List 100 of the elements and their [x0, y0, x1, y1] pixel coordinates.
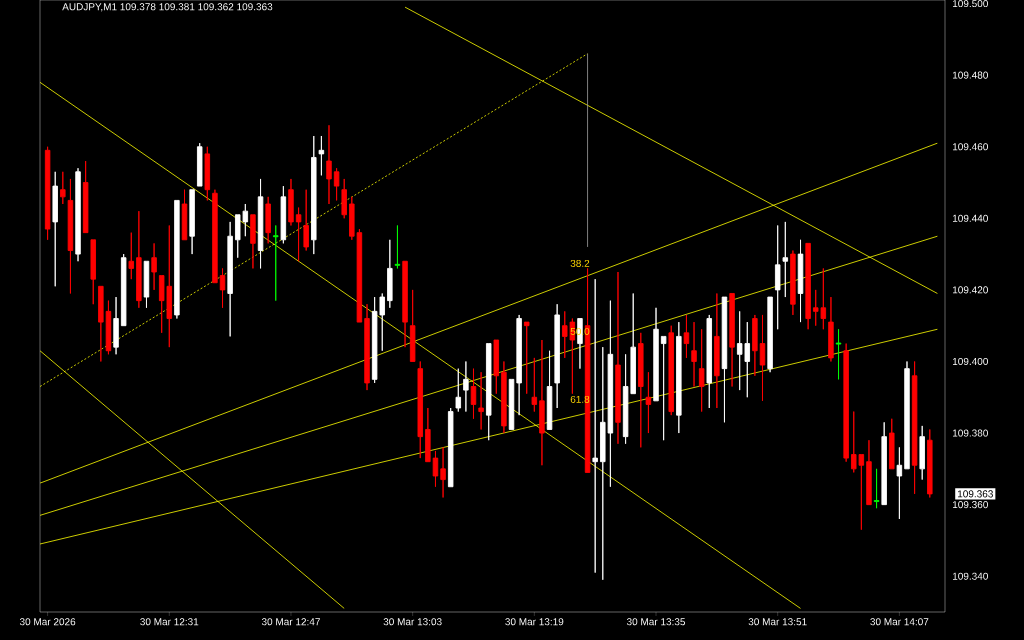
candlestick: [797, 239, 804, 323]
candlestick: [683, 314, 690, 359]
candlestick: [782, 221, 789, 298]
candlestick: [52, 171, 58, 287]
candlestick: [136, 210, 142, 309]
candlestick: [881, 421, 887, 506]
candlestick: [645, 371, 652, 434]
candlestick: [364, 303, 370, 391]
candlestick: [196, 142, 203, 187]
candlestick: [676, 321, 682, 434]
candlestick: [501, 361, 507, 434]
candlestick: [288, 178, 294, 226]
y-tick-label: 109.460: [952, 143, 988, 151]
candlestick: [257, 178, 264, 269]
candlestick: [759, 314, 766, 402]
candlestick: [828, 296, 834, 362]
candlestick: [767, 296, 773, 373]
candlestick: [333, 167, 340, 201]
candlestick: [470, 368, 477, 420]
candlestick: [318, 135, 325, 176]
y-tick-label: 109.360: [952, 501, 988, 509]
chart-title: AUDJPY,M1 109.378 109.381 109.362 109.363: [62, 3, 273, 12]
candlestick: [387, 239, 393, 309]
candlestick: [843, 343, 849, 463]
candlestick: [539, 339, 545, 466]
candlestick: [311, 135, 317, 255]
candlestick: [721, 296, 728, 423]
candlestick: [706, 314, 712, 409]
candlestick: [280, 185, 287, 244]
candlestick: [113, 296, 119, 355]
x-tick-label: 30 Mar 14:07: [870, 618, 929, 626]
y-tick-label: 109.480: [952, 71, 988, 79]
candlestick: [273, 225, 279, 302]
candlestick: [508, 378, 515, 430]
y-tick-label: 109.420: [952, 286, 988, 294]
x-tick-label: 30 Mar 13:35: [626, 618, 686, 626]
candlestick: [698, 328, 705, 413]
candlestick: [463, 361, 469, 413]
candlestick: [455, 368, 462, 413]
candlestick: [174, 199, 180, 319]
candlestick: [790, 250, 796, 316]
candlestick: [440, 446, 446, 498]
candlestick: [265, 196, 271, 244]
candlestick: [889, 418, 895, 470]
x-tick-label: 30 Mar 13:19: [505, 618, 564, 626]
candlestick: [75, 167, 81, 262]
candlestick: [835, 328, 842, 380]
candlestick: [432, 450, 439, 488]
candlestick: [896, 446, 903, 520]
candlestick: [554, 303, 560, 409]
candlestick: [592, 278, 598, 574]
x-tick-label: 30 Mar 12:47: [261, 618, 320, 626]
candlestick: [219, 267, 226, 309]
candlestick: [653, 307, 659, 402]
y-tick-label: 109.500: [952, 0, 988, 8]
candlestick: [227, 221, 233, 337]
candlestick: [417, 361, 423, 459]
candlestick: [394, 225, 401, 269]
candlestick: [714, 293, 720, 409]
candlestick: [691, 321, 697, 387]
candlestick: [204, 146, 211, 201]
candlestick: [615, 271, 621, 445]
candlestick: [866, 439, 872, 506]
candlestick: [295, 207, 302, 262]
candlestick: [90, 239, 96, 305]
candlestick: [143, 260, 150, 309]
candlestick: [638, 332, 644, 448]
text: 109.363: [957, 490, 993, 498]
candlestick: [911, 361, 918, 495]
candlestick: [181, 189, 188, 241]
candlestick: [402, 260, 408, 348]
x-tick-label: 30 Mar 13:03: [383, 618, 442, 626]
candlestick: [212, 189, 218, 284]
candlestick: [60, 171, 66, 205]
candlestick: [67, 178, 74, 294]
candlestick: [409, 289, 416, 362]
candlestick: [873, 468, 880, 509]
y-tick-label: 109.380: [952, 429, 988, 437]
candlestick: [98, 285, 104, 362]
candlestick: [44, 146, 51, 241]
annotation: 38.2: [570, 259, 590, 267]
candlestick: [531, 357, 538, 413]
candlestick: [120, 253, 127, 327]
candlestick: [752, 314, 758, 377]
candlestick: [447, 407, 454, 488]
candlestick: [774, 225, 781, 330]
candlestick: [82, 160, 89, 234]
x-tick-label: 30 Mar 12:31: [140, 618, 199, 626]
candlestick: [805, 242, 811, 330]
candlestick: [425, 407, 431, 463]
candlestick: [524, 321, 530, 395]
candlestick: [478, 371, 484, 430]
candlestick: [919, 425, 925, 481]
candlestick: [250, 214, 256, 269]
candlestick: [189, 189, 195, 255]
candlestick: [341, 178, 347, 219]
candlestick: [927, 429, 933, 498]
annotation: 50.0: [570, 327, 590, 335]
candlestick: [303, 189, 309, 251]
candlestick: [516, 314, 522, 416]
